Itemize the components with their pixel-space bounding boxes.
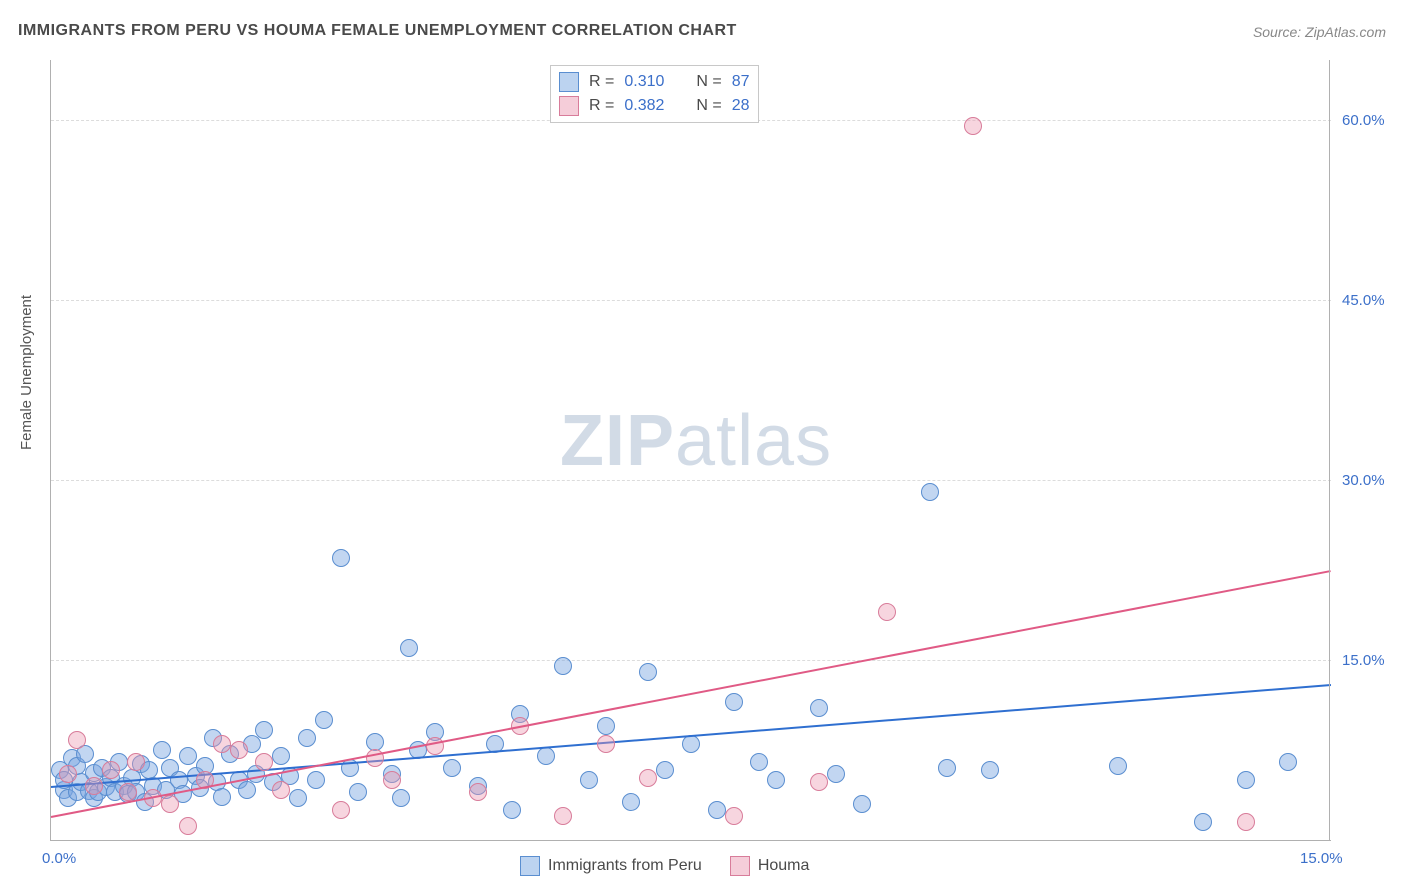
scatter-point <box>537 747 555 765</box>
n-value: 28 <box>732 97 750 115</box>
scatter-point <box>639 769 657 787</box>
bottom-legend-item: Immigrants from Peru <box>520 856 702 876</box>
watermark: ZIPatlas <box>560 400 832 482</box>
scatter-point <box>639 663 657 681</box>
n-value: 87 <box>732 73 750 91</box>
right-axis-line <box>1329 60 1330 840</box>
scatter-point <box>767 771 785 789</box>
scatter-point <box>161 795 179 813</box>
legend-swatch <box>520 856 540 876</box>
scatter-point <box>298 729 316 747</box>
scatter-point <box>1109 757 1127 775</box>
scatter-point <box>213 788 231 806</box>
legend-swatch <box>559 96 579 116</box>
x-tick-label: 0.0% <box>42 850 76 867</box>
scatter-point <box>597 717 615 735</box>
scatter-point <box>1237 813 1255 831</box>
x-tick-label: 15.0% <box>1300 850 1343 867</box>
scatter-point <box>750 753 768 771</box>
scatter-point <box>725 807 743 825</box>
y-tick-label: 30.0% <box>1342 472 1385 489</box>
scatter-point <box>597 735 615 753</box>
bottom-legend: Immigrants from Peru Houma <box>520 856 809 876</box>
scatter-point <box>1237 771 1255 789</box>
stats-legend: R = 0.310 N = 87 R = 0.382 N = 28 <box>550 65 759 123</box>
r-label: R = <box>589 97 614 115</box>
watermark-bold: ZIP <box>560 401 675 481</box>
scatter-point <box>68 731 86 749</box>
source-attribution: Source: ZipAtlas.com <box>1253 24 1386 40</box>
chart-title: IMMIGRANTS FROM PERU VS HOUMA FEMALE UNE… <box>18 22 737 40</box>
scatter-point <box>102 761 120 779</box>
scatter-point <box>307 771 325 789</box>
y-tick-label: 45.0% <box>1342 292 1385 309</box>
scatter-point <box>853 795 871 813</box>
scatter-point <box>1279 753 1297 771</box>
scatter-point <box>366 733 384 751</box>
scatter-point <box>810 773 828 791</box>
scatter-point <box>392 789 410 807</box>
scatter-point <box>59 765 77 783</box>
r-value: 0.310 <box>624 73 664 91</box>
scatter-point <box>153 741 171 759</box>
scatter-point <box>255 753 273 771</box>
scatter-point <box>656 761 674 779</box>
scatter-point <box>85 777 103 795</box>
scatter-point <box>179 817 197 835</box>
scatter-point <box>469 783 487 801</box>
scatter-point <box>119 783 137 801</box>
n-label: N = <box>696 73 721 91</box>
y-tick-label: 60.0% <box>1342 112 1385 129</box>
n-label: N = <box>696 97 721 115</box>
scatter-point <box>127 753 145 771</box>
scatter-point <box>708 801 726 819</box>
scatter-point <box>827 765 845 783</box>
legend-swatch <box>730 856 750 876</box>
y-tick-label: 15.0% <box>1342 652 1385 669</box>
scatter-point <box>349 783 367 801</box>
scatter-point <box>503 801 521 819</box>
scatter-point <box>682 735 700 753</box>
scatter-point <box>810 699 828 717</box>
stats-legend-row: R = 0.382 N = 28 <box>559 94 750 118</box>
gridline <box>51 300 1331 301</box>
scatter-point <box>332 549 350 567</box>
r-label: R = <box>589 73 614 91</box>
scatter-point <box>289 789 307 807</box>
scatter-point <box>255 721 273 739</box>
scatter-point <box>921 483 939 501</box>
trend-line <box>51 684 1331 788</box>
trend-line <box>51 570 1331 818</box>
legend-label: Immigrants from Peru <box>548 857 702 875</box>
scatter-point <box>315 711 333 729</box>
scatter-point <box>272 781 290 799</box>
scatter-point <box>443 759 461 777</box>
bottom-legend-item: Houma <box>730 856 810 876</box>
scatter-point <box>964 117 982 135</box>
gridline <box>51 660 1331 661</box>
y-axis-title: Female Unemployment <box>18 295 35 450</box>
scatter-point <box>1194 813 1212 831</box>
scatter-point <box>179 747 197 765</box>
scatter-point <box>580 771 598 789</box>
scatter-point <box>554 657 572 675</box>
scatter-point <box>272 747 290 765</box>
scatter-point <box>230 741 248 759</box>
scatter-point <box>383 771 401 789</box>
scatter-point <box>622 793 640 811</box>
legend-label: Houma <box>758 857 810 875</box>
r-value: 0.382 <box>624 97 664 115</box>
scatter-point <box>400 639 418 657</box>
watermark-rest: atlas <box>675 401 832 481</box>
scatter-point <box>938 759 956 777</box>
scatter-point <box>213 735 231 753</box>
scatter-point <box>238 781 256 799</box>
scatter-point <box>981 761 999 779</box>
legend-swatch <box>559 72 579 92</box>
stats-legend-row: R = 0.310 N = 87 <box>559 70 750 94</box>
scatter-point <box>878 603 896 621</box>
scatter-point <box>725 693 743 711</box>
scatter-point <box>332 801 350 819</box>
scatter-point <box>554 807 572 825</box>
